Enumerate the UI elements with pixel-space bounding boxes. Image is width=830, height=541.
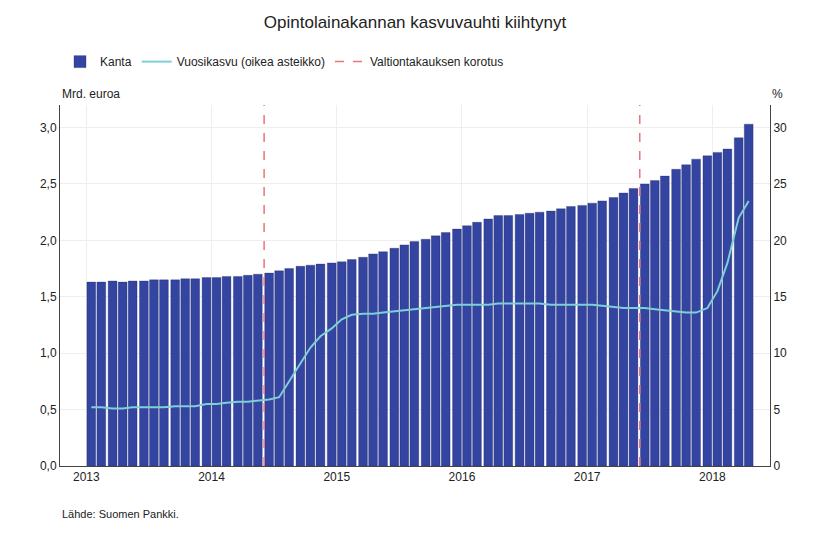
svg-text:2016: 2016 — [449, 470, 476, 484]
svg-text:Valtiontakauksen korotus: Valtiontakauksen korotus — [370, 55, 503, 69]
svg-text:15: 15 — [773, 290, 787, 304]
svg-text:2017: 2017 — [574, 470, 601, 484]
svg-text:2013: 2013 — [73, 470, 100, 484]
svg-text:1,0: 1,0 — [40, 346, 57, 360]
svg-text:2,0: 2,0 — [40, 234, 57, 248]
svg-text:2014: 2014 — [198, 470, 225, 484]
svg-text:Opintolainakannan kasvuvauhti: Opintolainakannan kasvuvauhti kiihtynyt — [264, 13, 567, 32]
svg-text:10: 10 — [773, 346, 787, 360]
svg-text:30: 30 — [773, 121, 787, 135]
svg-text:2018: 2018 — [699, 470, 726, 484]
svg-text:Lähde: Suomen Pankki.: Lähde: Suomen Pankki. — [62, 508, 179, 520]
svg-text:%: % — [772, 87, 783, 101]
svg-text:2,5: 2,5 — [40, 177, 57, 191]
svg-text:2015: 2015 — [323, 470, 350, 484]
svg-text:0,5: 0,5 — [40, 403, 57, 417]
svg-text:0: 0 — [773, 459, 780, 473]
svg-text:Vuosikasvu (oikea asteikko): Vuosikasvu (oikea asteikko) — [177, 55, 325, 69]
svg-text:Kanta: Kanta — [100, 55, 132, 69]
svg-text:Mrd. euroa: Mrd. euroa — [62, 87, 120, 101]
svg-text:5: 5 — [773, 403, 780, 417]
svg-text:0,0: 0,0 — [40, 459, 57, 473]
svg-text:3,0: 3,0 — [40, 121, 57, 135]
svg-text:1,5: 1,5 — [40, 290, 57, 304]
svg-text:25: 25 — [773, 177, 787, 191]
svg-text:20: 20 — [773, 234, 787, 248]
